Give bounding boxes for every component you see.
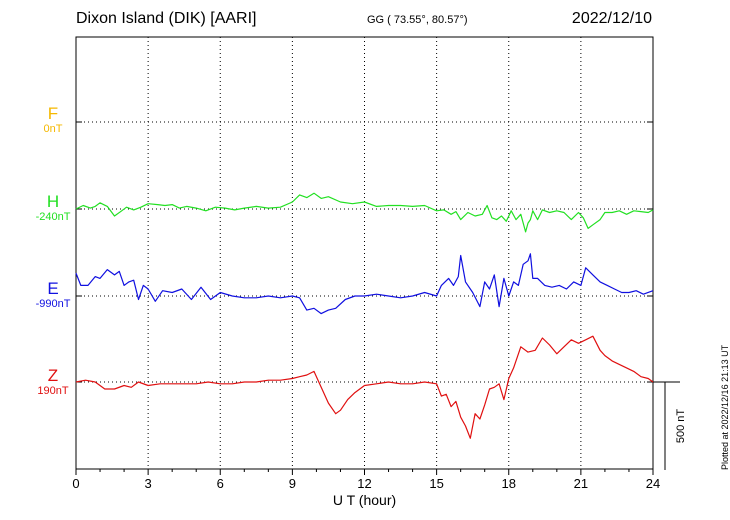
x-tick-label: 18 [502, 476, 516, 491]
x-axis-label: U T (hour) [333, 492, 396, 508]
x-tick-label: 15 [429, 476, 443, 491]
component-name-z: Z [47, 366, 59, 385]
component-name-e: E [47, 279, 59, 298]
component-baseline-h: -240nT [35, 211, 71, 223]
component-label-f: F 0nT [23, 105, 83, 136]
component-name-f: F [47, 104, 59, 123]
date-label: 2022/12/10 [571, 10, 652, 27]
coordinates-text: GG ( 73.55°, 80.57°) [367, 14, 468, 26]
series-line-e [75, 253, 654, 315]
component-name-h: H [46, 192, 60, 211]
component-baseline-e: -990nT [35, 298, 71, 310]
x-tick-label: 21 [574, 476, 588, 491]
x-tick-label: 12 [357, 476, 371, 491]
station-title: Dixon Island (DIK) [AARI] [76, 10, 257, 27]
scale-bar-label: 500 nT [675, 409, 687, 444]
component-baseline-f: 0nT [43, 123, 63, 135]
x-tick-label: 9 [289, 476, 296, 491]
x-tick-label: 0 [72, 476, 79, 491]
component-baseline-z: 190nT [37, 385, 69, 397]
component-label-e: E -990nT [23, 280, 83, 311]
plotted-timestamp: Plotted at 2022/12/16 21:13 UT [720, 344, 730, 470]
coordinates-label: GG ( 73.55°, 80.57°) [367, 14, 468, 26]
x-tick-label: 3 [145, 476, 152, 491]
series-line-z [75, 335, 654, 439]
x-tick-label: 6 [217, 476, 224, 491]
series-line-h [75, 192, 654, 233]
component-label-z: Z 190nT [23, 367, 83, 398]
component-label-h: H -240nT [23, 193, 83, 224]
x-tick-label: 24 [646, 476, 660, 491]
